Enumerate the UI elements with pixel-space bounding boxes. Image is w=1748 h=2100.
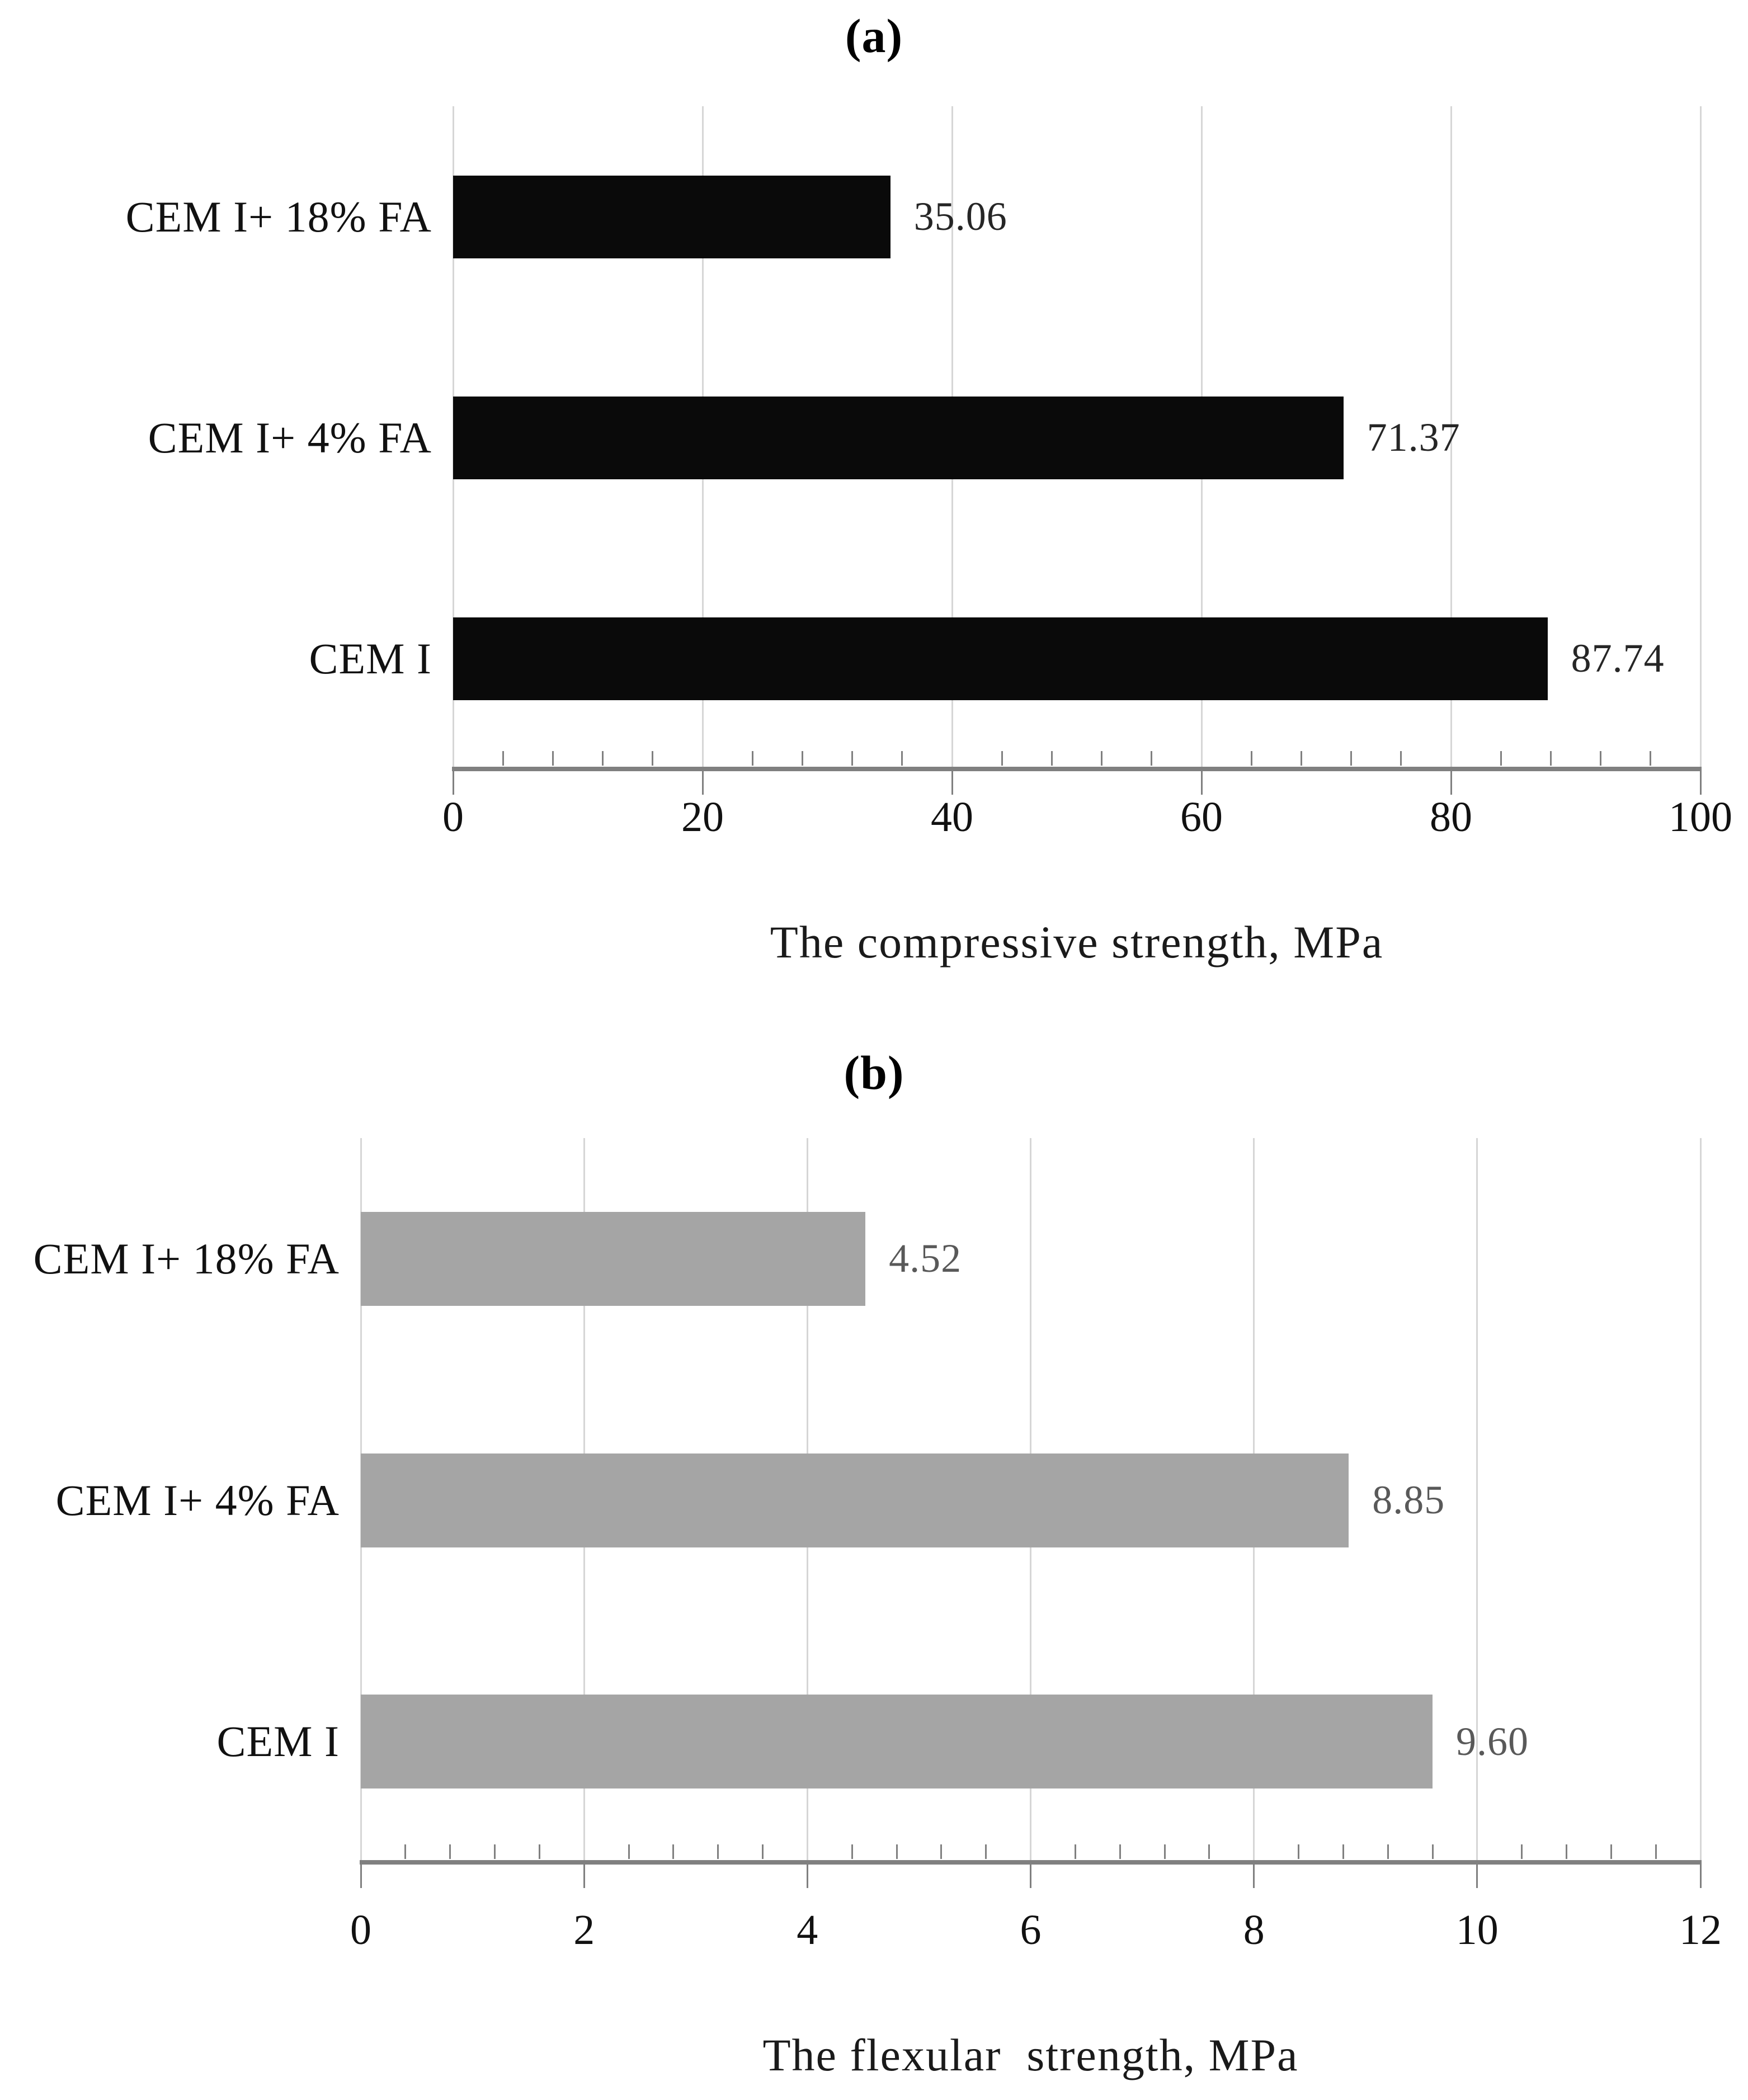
x-axis-major-tick: [452, 771, 454, 795]
x-axis-minor-tick: [751, 751, 753, 766]
x-axis-minor-tick: [851, 1844, 853, 1859]
gridline: [1699, 1138, 1702, 1862]
chart-a-title: (a): [845, 9, 903, 63]
x-axis-minor-tick: [1549, 751, 1552, 766]
bar-cem-i-4-fa: [453, 396, 1344, 479]
x-axis-minor-tick: [901, 751, 903, 766]
x-axis-tick-label: 2: [573, 1906, 595, 1953]
bar-cem-i: [361, 1695, 1433, 1789]
x-axis-tick-label: 80: [1430, 794, 1472, 841]
x-axis-minor-tick: [1074, 1844, 1076, 1859]
x-axis-tick-label: 12: [1679, 1906, 1722, 1953]
x-axis-minor-tick: [502, 751, 504, 766]
x-axis-tick-label: 20: [681, 794, 724, 841]
x-axis-minor-tick: [628, 1844, 630, 1859]
x-axis-tick-label: 6: [1020, 1906, 1042, 1953]
bar-value-label: 9.60: [1456, 1719, 1529, 1764]
x-axis-minor-tick: [538, 1844, 540, 1859]
chart-b-x-axis-title: The flexular strength, MPa: [762, 2030, 1299, 2080]
x-axis-major-tick: [1450, 771, 1452, 795]
x-axis-minor-tick: [652, 751, 654, 766]
x-axis-minor-tick: [1050, 751, 1053, 766]
x-axis-minor-tick: [1387, 1844, 1389, 1859]
x-axis-minor-tick: [762, 1844, 764, 1859]
x-axis-tick-label: 0: [442, 794, 464, 841]
x-axis-minor-tick: [1151, 751, 1153, 766]
bar-value-label: 87.74: [1571, 636, 1665, 681]
x-axis-major-tick: [1253, 1865, 1255, 1888]
x-axis-minor-tick: [1400, 751, 1402, 766]
bar-cem-i-18-fa: [361, 1211, 866, 1306]
x-axis-minor-tick: [1001, 751, 1003, 766]
x-axis-major-tick: [951, 771, 953, 795]
x-axis-tick-label: 8: [1243, 1906, 1265, 1953]
x-axis-minor-tick: [1600, 751, 1602, 766]
category-label: CEM I+ 4% FA: [55, 1475, 340, 1525]
x-axis-minor-tick: [1250, 751, 1252, 766]
x-axis-major-tick: [1699, 1865, 1702, 1888]
x-axis-tick-label: 40: [931, 794, 973, 841]
x-axis-minor-tick: [1300, 751, 1302, 766]
x-axis-major-tick: [806, 1865, 808, 1888]
x-axis-minor-tick: [896, 1844, 898, 1859]
x-axis-major-tick: [1030, 1865, 1031, 1888]
category-label: CEM I+ 18% FA: [33, 1234, 340, 1283]
x-axis-minor-tick: [602, 751, 604, 766]
x-axis-minor-tick: [1521, 1844, 1523, 1859]
x-axis-minor-tick: [851, 751, 854, 766]
x-axis-minor-tick: [1208, 1844, 1210, 1859]
x-axis-minor-tick: [1610, 1844, 1612, 1859]
x-axis-minor-tick: [1101, 751, 1103, 766]
x-axis-minor-tick: [449, 1844, 451, 1859]
bar-cem-i-18-fa: [453, 175, 891, 258]
bar-value-label: 8.85: [1372, 1478, 1445, 1522]
x-axis-minor-tick: [1500, 751, 1502, 766]
chart-a-x-axis-title: The compressive strength, MPa: [770, 917, 1384, 968]
x-axis-major-tick: [1699, 771, 1702, 795]
x-axis-minor-tick: [1431, 1844, 1434, 1859]
x-axis-minor-tick: [1566, 1844, 1567, 1859]
x-axis-major-tick: [583, 1865, 585, 1888]
x-axis-minor-tick: [404, 1844, 407, 1859]
bar-value-label: 71.37: [1367, 415, 1460, 460]
category-label: CEM I: [216, 1717, 340, 1766]
x-axis-tick-label: 100: [1669, 794, 1732, 841]
x-axis-minor-tick: [1342, 1844, 1344, 1859]
bar-value-label: 35.06: [913, 194, 1007, 239]
x-axis-major-tick: [360, 1865, 362, 1888]
x-axis-line: [452, 767, 1702, 771]
x-axis-minor-tick: [1163, 1844, 1166, 1859]
x-axis-tick-label: 0: [350, 1906, 371, 1953]
x-axis-line: [360, 1860, 1702, 1865]
x-axis-tick-label: 4: [797, 1906, 818, 1953]
x-axis-major-tick: [1476, 1865, 1478, 1888]
category-label: CEM I: [309, 634, 432, 683]
gridline: [1476, 1138, 1478, 1862]
x-axis-minor-tick: [801, 751, 803, 766]
gridline: [1450, 106, 1452, 769]
bar-value-label: 4.52: [889, 1236, 962, 1281]
x-axis-major-tick: [701, 771, 704, 795]
x-axis-tick-label: 10: [1455, 1906, 1499, 1953]
x-axis-minor-tick: [1655, 1844, 1657, 1859]
x-axis-minor-tick: [985, 1844, 987, 1859]
x-axis-minor-tick: [1298, 1844, 1299, 1859]
x-axis-minor-tick: [717, 1844, 719, 1859]
x-axis-minor-tick: [1350, 751, 1353, 766]
x-axis-minor-tick: [1650, 751, 1652, 766]
bar-cem-i: [453, 617, 1548, 700]
x-axis-minor-tick: [494, 1844, 496, 1859]
chart-b-title: (b): [844, 1046, 904, 1099]
category-label: CEM I+ 18% FA: [125, 192, 432, 241]
bar-cem-i-4-fa: [361, 1453, 1349, 1547]
x-axis-minor-tick: [940, 1844, 943, 1859]
x-axis-major-tick: [1200, 771, 1203, 795]
x-axis-minor-tick: [1119, 1844, 1121, 1859]
x-axis-tick-label: 60: [1180, 794, 1223, 841]
category-label: CEM I+ 4% FA: [148, 413, 432, 462]
x-axis-minor-tick: [552, 751, 554, 766]
x-axis-minor-tick: [672, 1844, 675, 1859]
gridline: [1699, 106, 1702, 769]
